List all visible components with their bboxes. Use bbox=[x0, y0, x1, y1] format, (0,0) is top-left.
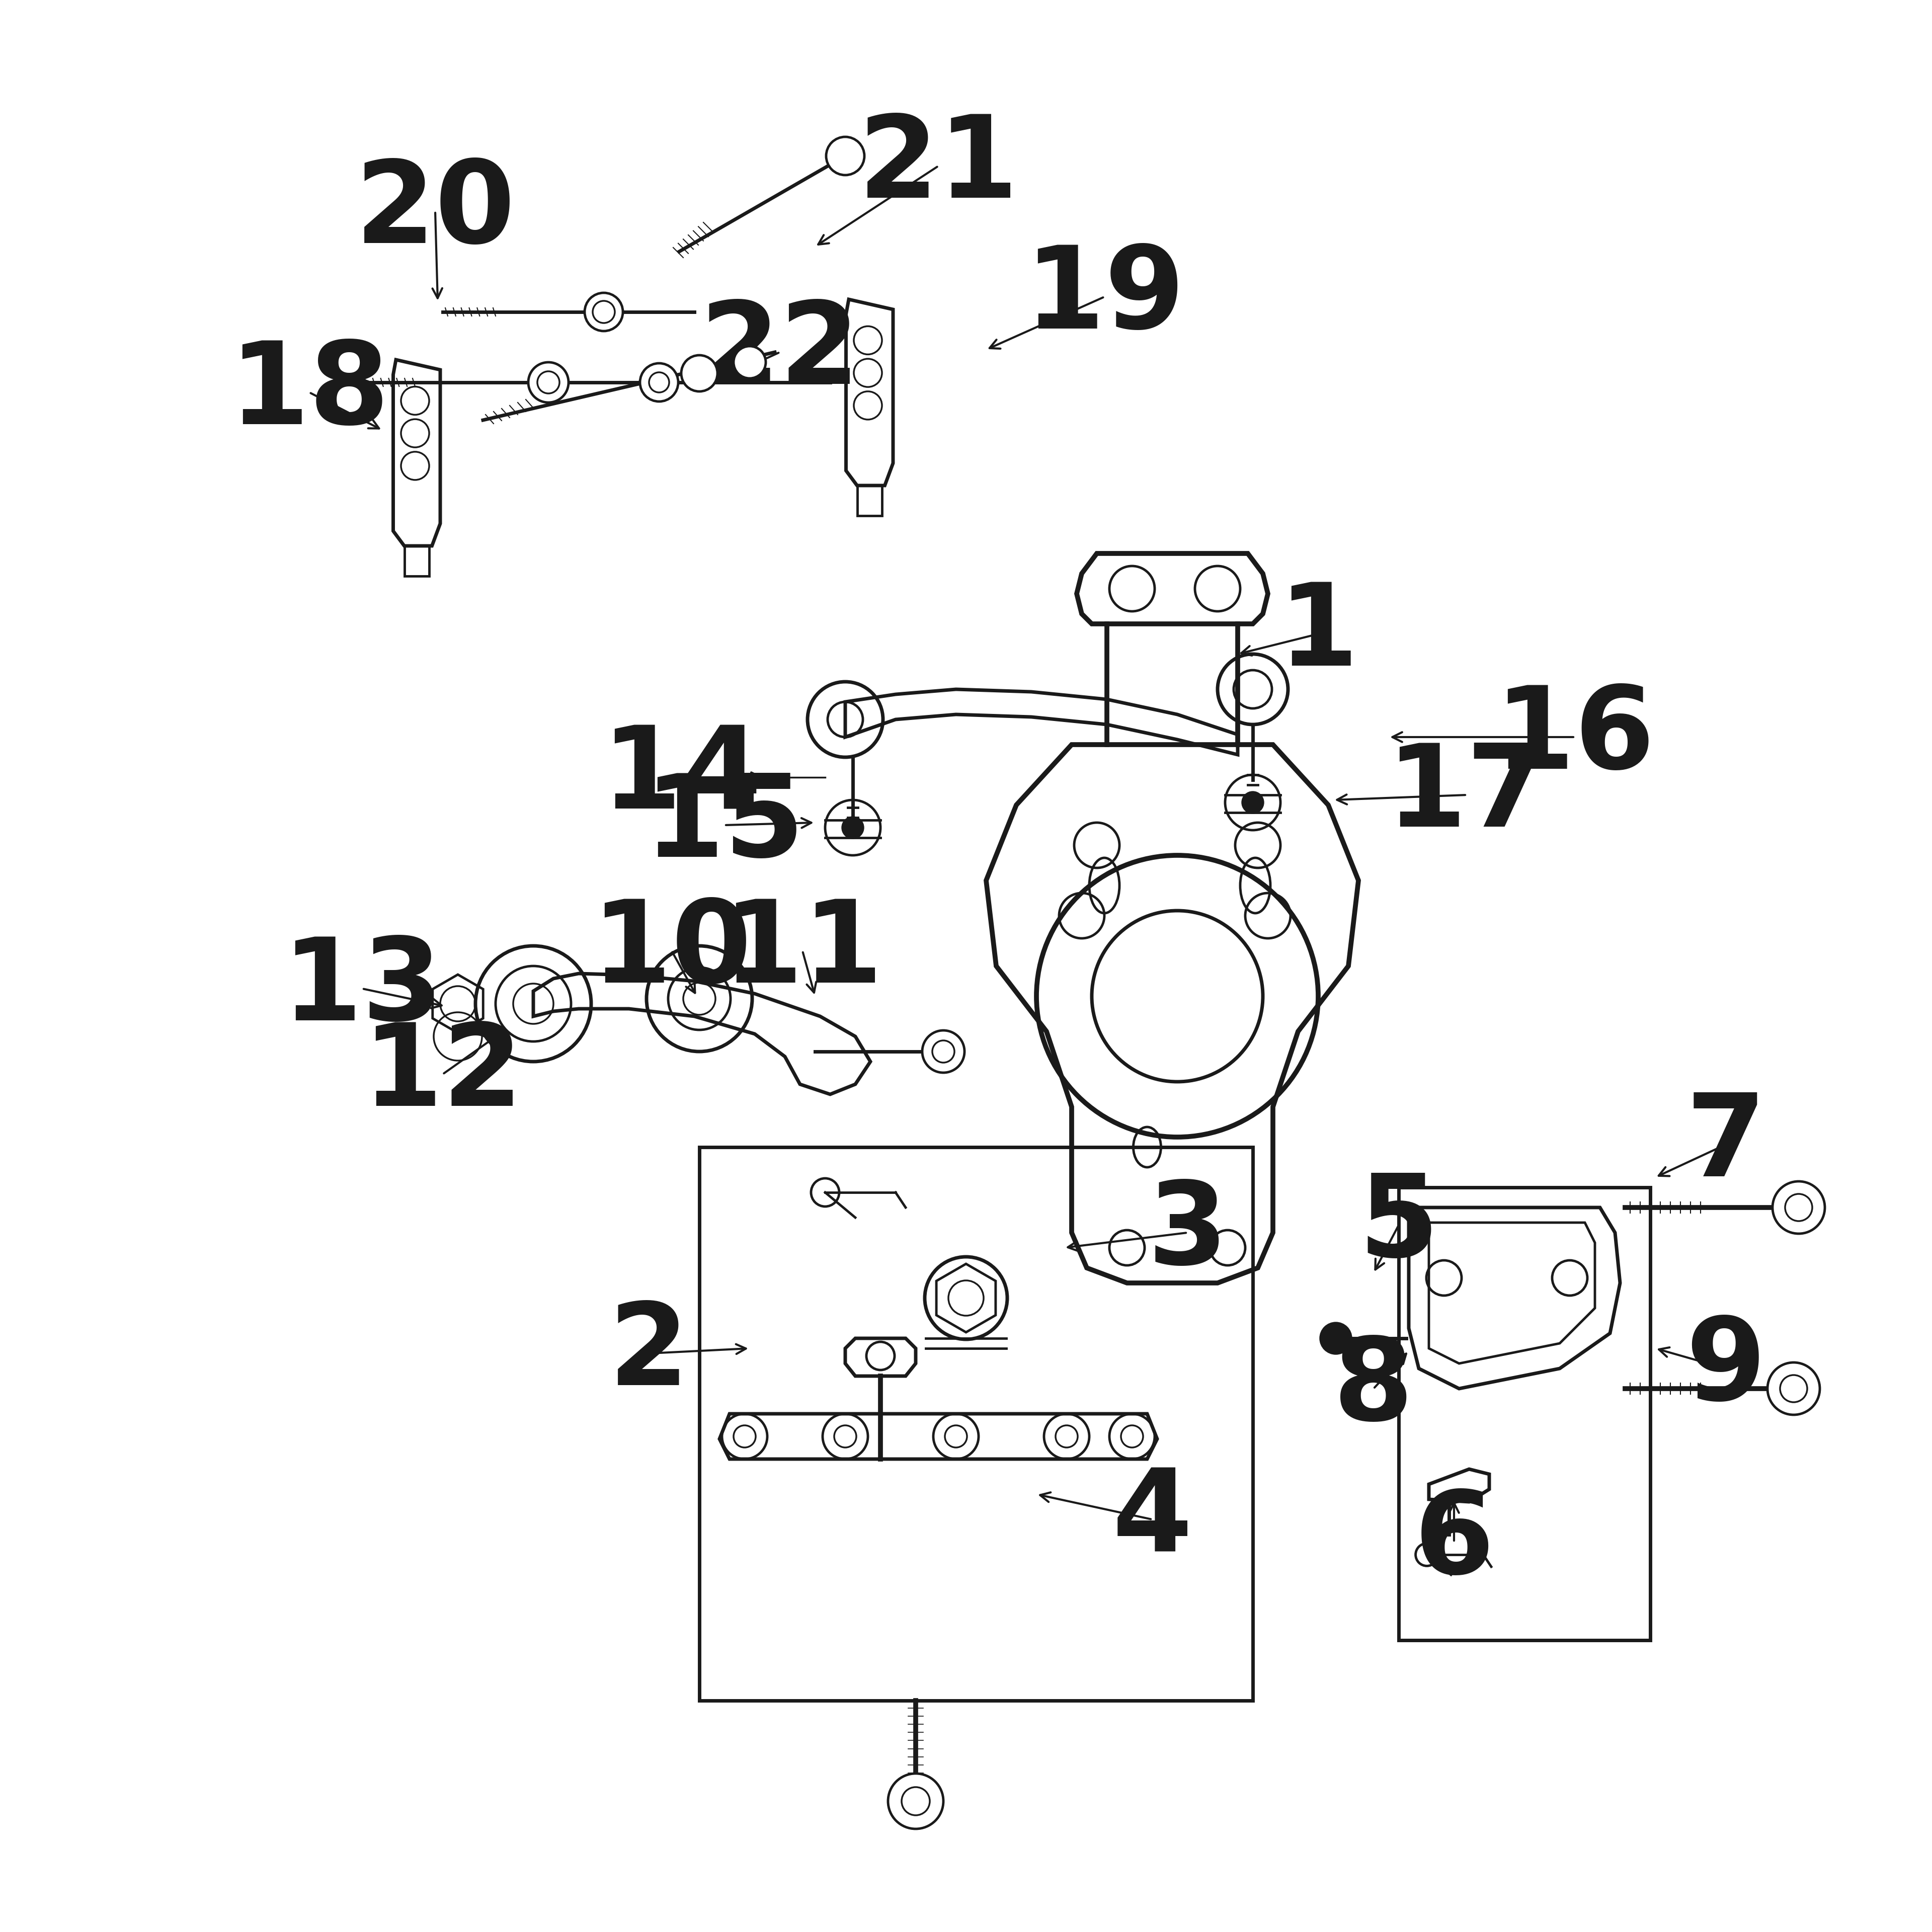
Text: 2: 2 bbox=[609, 1298, 690, 1408]
Text: 8: 8 bbox=[1333, 1333, 1414, 1445]
Circle shape bbox=[1772, 1180, 1826, 1235]
Text: 21: 21 bbox=[858, 110, 1018, 222]
Circle shape bbox=[827, 137, 864, 176]
Text: 10: 10 bbox=[591, 895, 752, 1007]
Circle shape bbox=[1768, 1362, 1820, 1414]
Text: 15: 15 bbox=[643, 769, 806, 881]
Text: 11: 11 bbox=[723, 895, 883, 1007]
Circle shape bbox=[682, 355, 717, 392]
Bar bbox=[699, 1148, 1252, 1700]
Text: 13: 13 bbox=[282, 933, 442, 1045]
Text: 16: 16 bbox=[1495, 682, 1656, 792]
Circle shape bbox=[922, 1030, 964, 1072]
Text: 17: 17 bbox=[1387, 740, 1548, 850]
Text: 18: 18 bbox=[230, 336, 390, 448]
Text: 3: 3 bbox=[1148, 1177, 1227, 1289]
Text: 6: 6 bbox=[1414, 1486, 1493, 1598]
Bar bbox=[1399, 1188, 1650, 1640]
Text: 5: 5 bbox=[1358, 1169, 1439, 1281]
Circle shape bbox=[734, 346, 765, 379]
Circle shape bbox=[585, 294, 622, 330]
Text: 20: 20 bbox=[355, 155, 516, 267]
Circle shape bbox=[889, 1774, 943, 1830]
Circle shape bbox=[842, 817, 864, 838]
Circle shape bbox=[527, 363, 568, 402]
Circle shape bbox=[1242, 792, 1264, 813]
Circle shape bbox=[1320, 1321, 1352, 1354]
Text: 1: 1 bbox=[1279, 578, 1358, 690]
Text: 4: 4 bbox=[1113, 1464, 1192, 1575]
Text: 9: 9 bbox=[1685, 1312, 1766, 1424]
Circle shape bbox=[639, 363, 678, 402]
Text: 19: 19 bbox=[1024, 242, 1184, 354]
Text: 7: 7 bbox=[1685, 1090, 1766, 1200]
Text: 22: 22 bbox=[699, 296, 860, 408]
Text: 14: 14 bbox=[601, 721, 761, 833]
Text: 12: 12 bbox=[363, 1018, 524, 1130]
